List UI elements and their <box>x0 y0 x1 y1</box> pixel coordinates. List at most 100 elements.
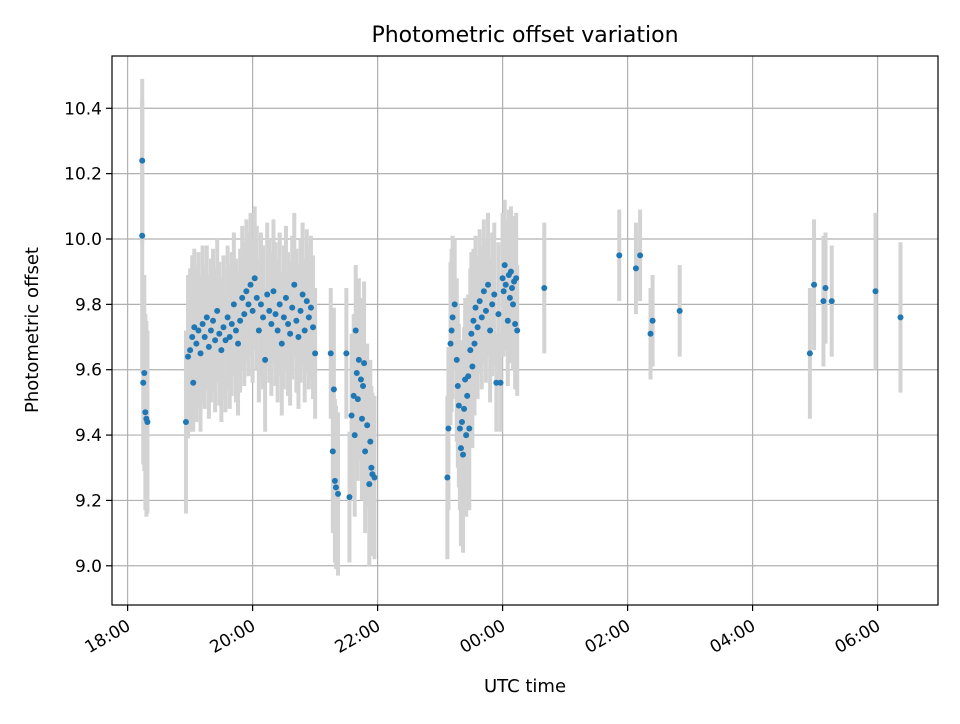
data-point <box>647 330 654 337</box>
data-point <box>278 340 285 347</box>
y-tick-label: 10.0 <box>64 230 102 250</box>
data-point <box>343 350 350 357</box>
data-point <box>310 324 317 331</box>
data-point <box>207 327 214 334</box>
data-point <box>508 285 515 292</box>
data-point <box>235 340 242 347</box>
data-point <box>504 317 511 324</box>
data-point <box>476 298 483 305</box>
y-tick-label: 10.2 <box>64 165 102 185</box>
data-point <box>276 301 283 308</box>
data-point <box>270 288 277 295</box>
data-point <box>455 402 462 409</box>
y-tick-layer: 9.0 9.2 9.4 9.6 9.8 10.0 10.2 10.4 <box>64 99 112 577</box>
data-point <box>295 334 302 341</box>
data-point <box>332 484 339 491</box>
data-point <box>331 477 338 484</box>
data-point <box>346 494 353 501</box>
x-tick-label: 00:00 <box>457 616 509 658</box>
data-point <box>456 425 463 432</box>
data-point <box>676 307 683 314</box>
data-point <box>307 304 314 311</box>
data-point <box>262 356 269 363</box>
data-point <box>293 317 300 324</box>
data-point <box>182 419 189 425</box>
x-tick-label: 22:00 <box>332 616 384 658</box>
data-point <box>501 262 508 269</box>
data-point <box>500 288 507 295</box>
data-point <box>461 405 468 412</box>
data-point <box>637 252 644 259</box>
data-point <box>264 291 271 298</box>
data-point <box>512 320 519 327</box>
data-point <box>474 324 481 331</box>
data-point <box>828 298 835 305</box>
data-point <box>822 285 829 292</box>
data-point <box>371 474 378 481</box>
errorbar-layer <box>140 78 903 576</box>
data-point <box>305 314 312 321</box>
data-point <box>199 320 206 327</box>
data-point <box>489 301 496 308</box>
data-point <box>187 347 194 354</box>
data-point <box>449 314 456 321</box>
data-point <box>142 409 149 416</box>
y-axis-label: Photometric offset <box>22 247 43 413</box>
data-point <box>472 304 479 311</box>
data-point <box>453 356 460 363</box>
data-point <box>354 396 361 403</box>
y-tick-label: 9.4 <box>75 426 102 446</box>
data-point <box>222 337 229 344</box>
data-point <box>205 343 212 350</box>
data-point <box>299 291 306 298</box>
data-point <box>513 275 520 282</box>
data-point <box>255 327 262 334</box>
data-point <box>214 307 221 314</box>
y-tick-label: 9.0 <box>75 557 102 577</box>
plot-area-frame <box>111 55 939 606</box>
data-point <box>193 340 200 347</box>
data-point <box>364 422 371 429</box>
data-point <box>458 419 465 425</box>
data-point <box>485 281 492 288</box>
data-point <box>139 157 146 164</box>
data-point <box>471 340 478 347</box>
data-point <box>303 298 310 305</box>
data-point <box>285 320 292 327</box>
data-point <box>447 340 454 347</box>
data-point <box>445 425 452 432</box>
x-tick-label: 02:00 <box>582 616 634 658</box>
data-point <box>507 268 514 275</box>
data-point <box>366 481 373 488</box>
data-point <box>260 314 267 321</box>
data-point <box>632 265 639 272</box>
data-point <box>353 369 360 376</box>
x-tick-layer: 18:00 20:00 22:00 00:00 02:00 04:00 06:00 <box>82 605 884 658</box>
chart-title: Photometric offset variation <box>371 23 678 48</box>
data-point <box>470 317 477 324</box>
data-point <box>243 288 250 295</box>
data-point <box>357 376 364 383</box>
data-point <box>466 425 473 432</box>
data-point <box>312 350 319 357</box>
data-point <box>224 314 231 321</box>
data-point <box>228 320 235 327</box>
data-point <box>210 317 217 324</box>
x-tick-label: 18:00 <box>82 616 134 658</box>
data-point <box>232 327 239 334</box>
data-point <box>358 415 365 422</box>
data-point <box>203 314 210 321</box>
data-point <box>510 301 517 308</box>
data-point <box>368 464 375 471</box>
data-point <box>189 334 196 341</box>
data-point <box>493 379 500 386</box>
data-point <box>291 281 298 288</box>
data-point <box>140 379 147 386</box>
data-point <box>249 307 256 314</box>
data-point <box>335 490 342 497</box>
data-point <box>195 327 202 334</box>
data-point <box>351 432 358 439</box>
data-point <box>251 275 258 282</box>
